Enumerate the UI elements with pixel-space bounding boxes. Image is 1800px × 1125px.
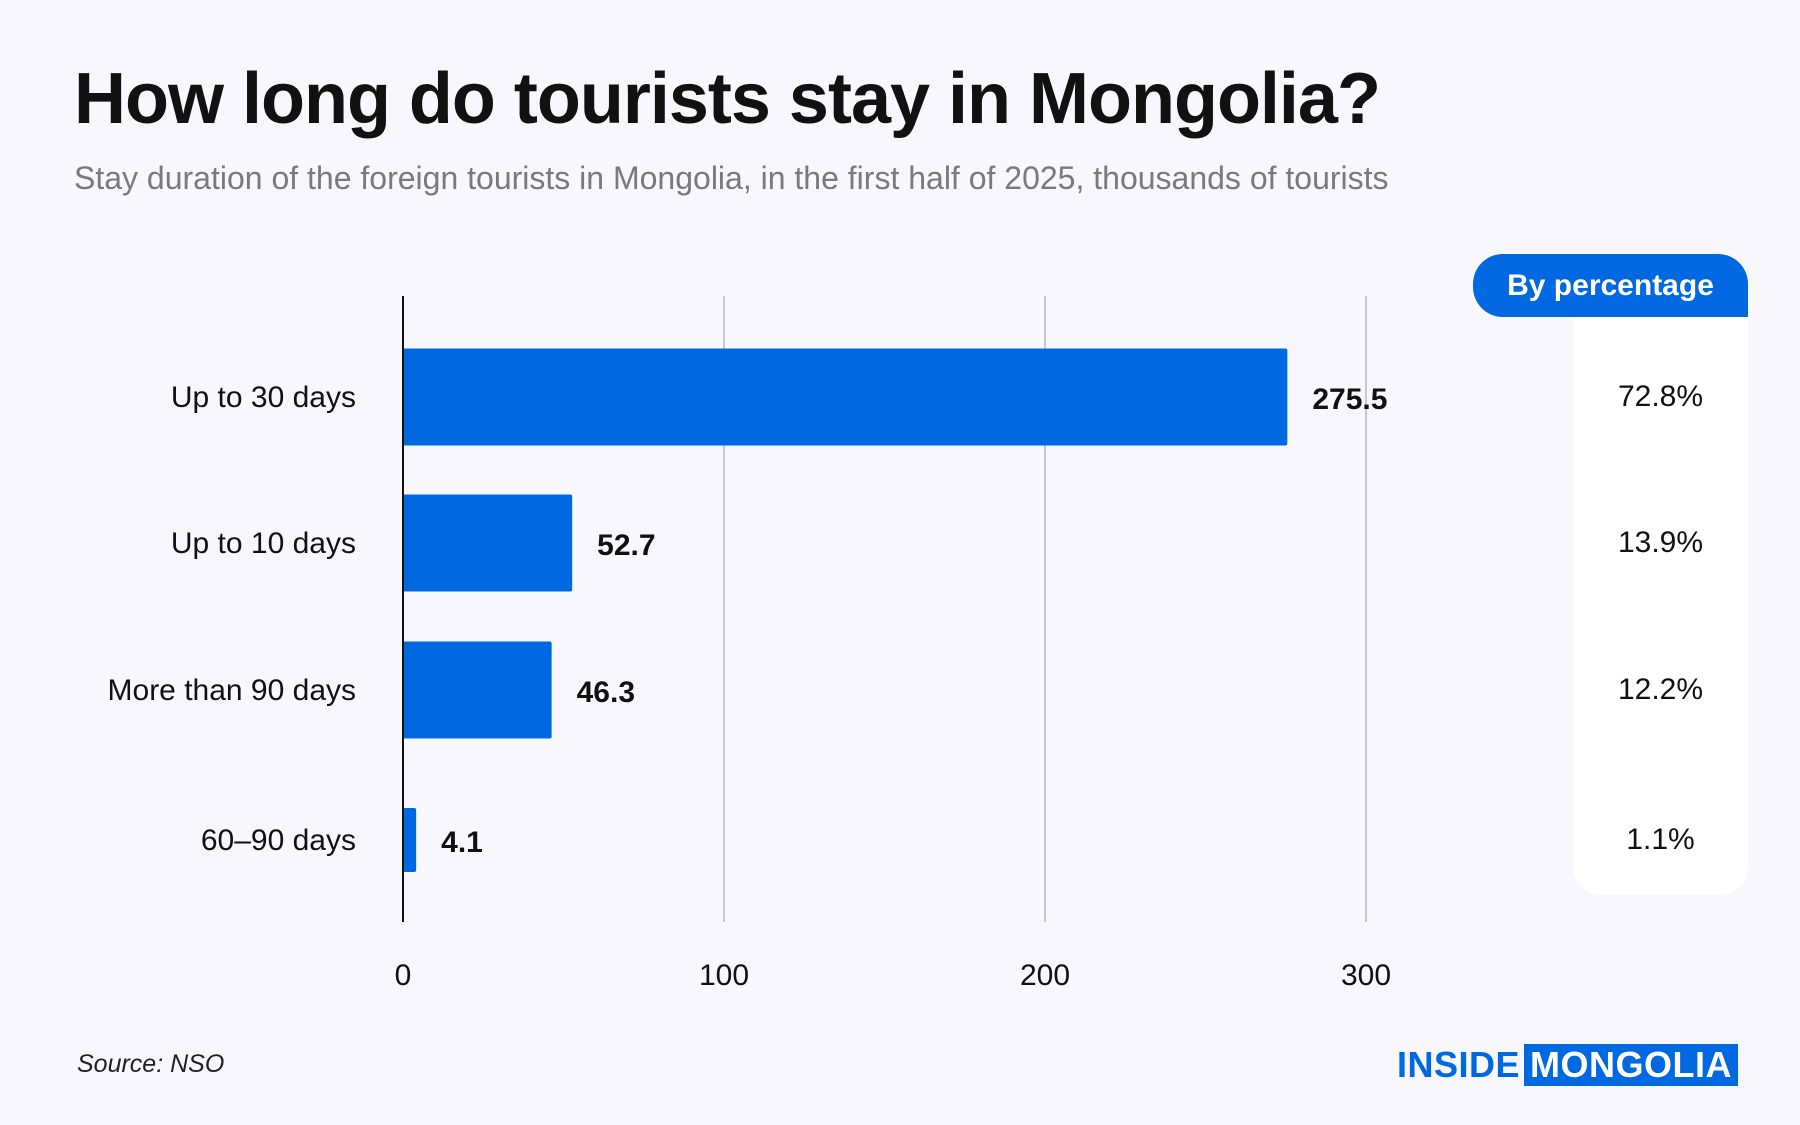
category-label: Up to 30 days: [171, 381, 356, 414]
value-label: 4.1: [441, 826, 483, 859]
percentage-value: 1.1%: [1626, 823, 1695, 856]
percentage-value: 12.2%: [1617, 673, 1704, 706]
x-tick-label: 0: [395, 959, 412, 992]
inside-mongolia-logo: INSIDE MONGOLIA: [1397, 1044, 1739, 1086]
logo-mongolia-text: MONGOLIA: [1524, 1044, 1739, 1086]
chart-title: How long do tourists stay in Mongolia?: [74, 59, 1381, 139]
bar: [403, 348, 1288, 446]
x-tick-label: 100: [699, 959, 749, 992]
bar: [403, 641, 552, 739]
category-label: Up to 10 days: [171, 527, 356, 560]
value-label: 46.3: [577, 676, 635, 709]
bar: [403, 494, 573, 592]
value-label: 275.5: [1312, 383, 1387, 416]
category-label: More than 90 days: [108, 674, 356, 707]
source-note: Source: NSO: [77, 1050, 225, 1078]
chart-subtitle: Stay duration of the foreign tourists in…: [74, 160, 1389, 196]
percentage-value: 13.9%: [1617, 526, 1704, 559]
percentage-panel: [1573, 317, 1748, 895]
x-axis-ticks: 0 100 200 300: [395, 959, 1391, 992]
category-label: 60–90 days: [201, 824, 356, 857]
category-labels: Up to 30 days Up to 10 days More than 90 d…: [108, 381, 356, 857]
value-labels: 275.5 52.7 46.3 4.1: [441, 383, 1387, 859]
percentage-header: By percentage: [1473, 254, 1748, 317]
bar: [403, 808, 417, 872]
x-tick-label: 300: [1341, 959, 1391, 992]
x-tick-label: 200: [1020, 959, 1070, 992]
percentage-value: 72.8%: [1617, 380, 1704, 413]
logo-inside-text: INSIDE: [1397, 1044, 1521, 1085]
value-label: 52.7: [597, 529, 655, 562]
bars: [403, 348, 1288, 872]
